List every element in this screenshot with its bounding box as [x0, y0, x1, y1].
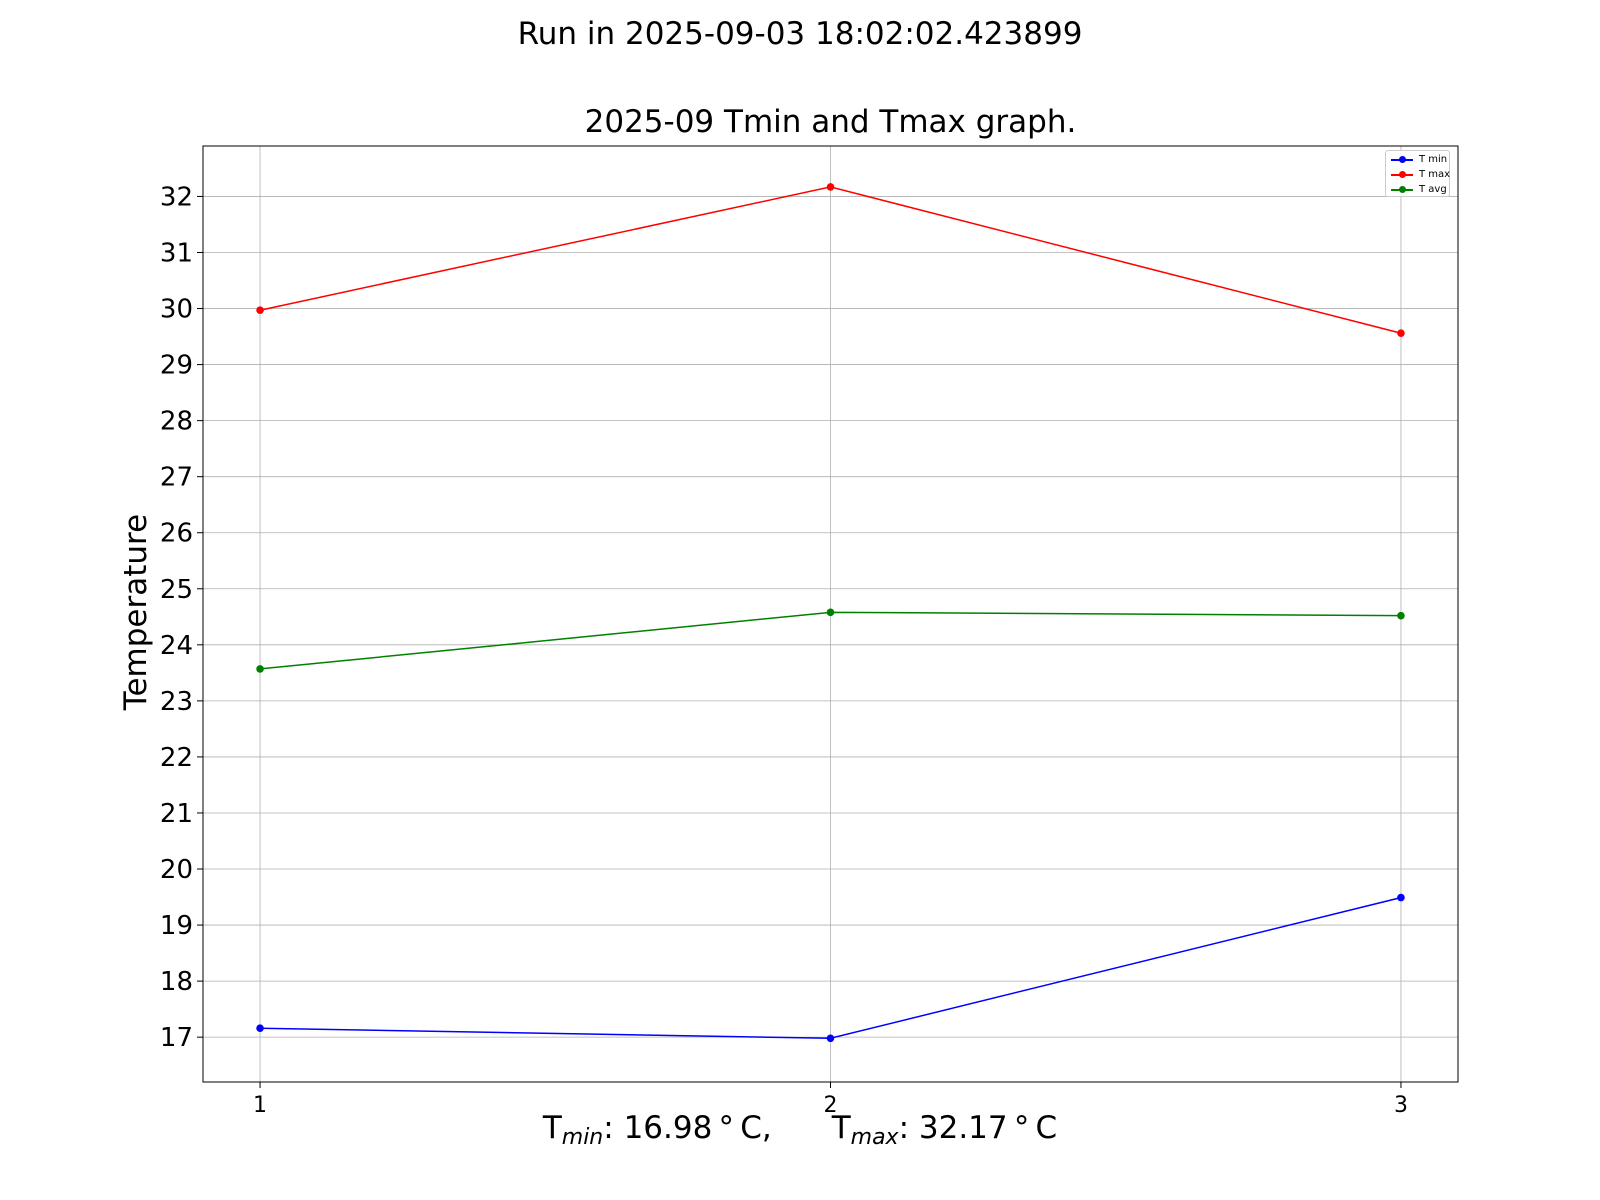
y-tick-label: 31 — [160, 238, 193, 268]
x-tick-label: 3 — [1394, 1093, 1408, 1118]
x-axis-label: Tmin: 16.98 ° C, Tmax: 32.17 ° C — [0, 1110, 1600, 1150]
legend-label: T min — [1419, 154, 1448, 165]
legend-marker-icon — [1399, 156, 1406, 163]
legend-label: T avg — [1419, 184, 1447, 195]
y-tick-label: 29 — [160, 351, 193, 381]
tmax-value: : 32.17 ° C — [898, 1110, 1058, 1146]
y-tick-label: 21 — [160, 799, 193, 829]
tmin-subscript: min — [561, 1125, 604, 1150]
y-tick-label: 25 — [160, 575, 193, 605]
y-tick-label: 30 — [160, 295, 193, 325]
x-tick-label: 1 — [253, 1093, 267, 1118]
legend-item-tmin: T min — [1386, 153, 1449, 167]
legend-label: T max — [1419, 169, 1451, 180]
data-point — [256, 665, 264, 673]
y-tick-label: 17 — [160, 1023, 193, 1053]
legend-item-tmax: T max — [1386, 168, 1451, 182]
data-point — [826, 1034, 835, 1043]
y-tick-label: 27 — [160, 463, 193, 493]
y-tick-label: 18 — [160, 967, 193, 997]
tmax-subscript: max — [850, 1125, 899, 1150]
y-tick-label: 32 — [160, 182, 193, 212]
data-point — [256, 306, 264, 315]
data-point — [1397, 893, 1405, 902]
y-tick-label: 20 — [160, 855, 193, 885]
y-axis-label: Temperature — [118, 513, 154, 711]
tmax-prefix: T — [831, 1110, 851, 1146]
legend-marker-icon — [1399, 171, 1406, 178]
data-point — [256, 1024, 264, 1032]
y-tick-label: 28 — [160, 407, 193, 437]
tmin-prefix: T — [542, 1110, 562, 1146]
y-tick-label: 26 — [160, 519, 193, 549]
legend-marker-icon — [1399, 186, 1406, 193]
chart-title: 2025-09 Tmin and Tmax graph. — [584, 104, 1077, 140]
x-tick-label: 2 — [824, 1093, 838, 1118]
data-point — [826, 183, 835, 191]
data-point — [1397, 611, 1405, 620]
data-point — [1397, 329, 1405, 338]
tmin-value: : 16.98 ° C, — [603, 1110, 772, 1146]
y-tick-label: 22 — [160, 743, 193, 773]
y-tick-label: 23 — [160, 687, 193, 717]
legend: T min T max T avg — [1385, 150, 1450, 197]
legend-item-tavg: T avg — [1386, 183, 1449, 197]
data-point — [826, 608, 835, 617]
figure-suptitle: Run in 2025-09-03 18:02:02.423899 — [517, 16, 1083, 52]
y-tick-label: 19 — [160, 911, 193, 941]
y-tick-label: 24 — [160, 631, 193, 661]
